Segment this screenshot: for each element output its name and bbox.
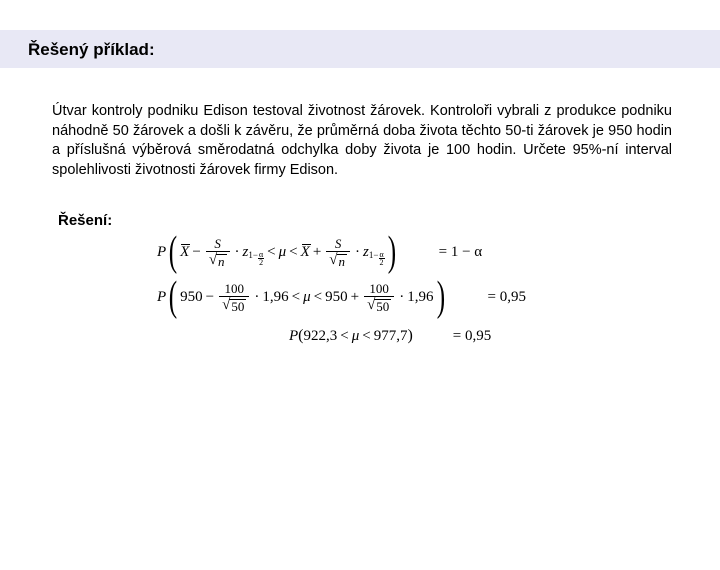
content-area: Útvar kontroly podniku Edison testoval ž…: [0, 68, 720, 345]
z-value: 1,96: [407, 289, 433, 306]
lt-op: <: [289, 244, 297, 261]
xbar-symbol: X: [301, 244, 310, 261]
dot-op: ·: [235, 244, 240, 261]
equations-block: P ( X − S √n · z1−α2 < μ < X + S √n: [52, 237, 672, 345]
mean-value: 950: [180, 289, 203, 306]
mu-symbol: μ: [279, 244, 287, 261]
plus-op: +: [351, 289, 359, 306]
eq3-left: P ( 922,3 < μ < 977,7 ): [289, 327, 413, 345]
eq3-rhs: = 0,95: [453, 328, 491, 345]
problem-statement: Útvar kontroly podniku Edison testoval ž…: [52, 102, 672, 180]
open-paren-icon: (: [169, 285, 177, 310]
dot-op: ·: [355, 244, 360, 261]
equation-2: P ( 950 − 100 √50 · 1,96 < μ < 950 + 100…: [157, 282, 672, 313]
close-paren-icon: ): [436, 285, 444, 310]
frac-100-sqrt50: 100 √50: [219, 282, 249, 313]
mean-value: 950: [325, 289, 348, 306]
eq2-rhs: = 0,95: [488, 289, 526, 306]
lt-op: <: [314, 289, 322, 306]
lt-op: <: [292, 289, 300, 306]
example-title: Řešený příklad:: [28, 40, 700, 60]
ci-low: 922,3: [304, 328, 338, 345]
frac-100-sqrt50: 100 √50: [364, 282, 394, 313]
mu-symbol: μ: [303, 289, 311, 306]
eq1-left: P ( X − S √n · z1−α2 < μ < X + S √n: [157, 237, 399, 268]
mu-symbol: μ: [352, 328, 360, 345]
eq2-left: P ( 950 − 100 √50 · 1,96 < μ < 950 + 100…: [157, 282, 448, 313]
frac-s-sqrtn: S √n: [206, 237, 230, 268]
equation-1: P ( X − S √n · z1−α2 < μ < X + S √n: [157, 237, 672, 268]
example-header: Řešený příklad:: [0, 30, 720, 68]
close-paren-icon: ): [407, 327, 412, 345]
eq3-P: P: [289, 328, 298, 345]
dot-op: ·: [399, 289, 404, 306]
minus-op: −: [206, 289, 214, 306]
xbar-symbol: X: [180, 244, 189, 261]
lt-op: <: [362, 328, 370, 345]
frac-s-sqrtn: S √n: [326, 237, 350, 268]
ci-high: 977,7: [374, 328, 408, 345]
eq2-P: P: [157, 289, 166, 306]
eq1-rhs: = 1 − α: [439, 244, 483, 261]
plus-op: +: [313, 244, 321, 261]
close-paren-icon: ): [387, 240, 395, 265]
eq1-P: P: [157, 244, 166, 261]
lt-op: <: [340, 328, 348, 345]
equation-3: P ( 922,3 < μ < 977,7 ) = 0,95: [157, 327, 672, 345]
dot-op: ·: [254, 289, 259, 306]
z-value: 1,96: [262, 289, 288, 306]
minus-op: −: [192, 244, 200, 261]
solution-label: Řešení:: [58, 212, 672, 229]
lt-op: <: [267, 244, 275, 261]
open-paren-icon: (: [169, 240, 177, 265]
